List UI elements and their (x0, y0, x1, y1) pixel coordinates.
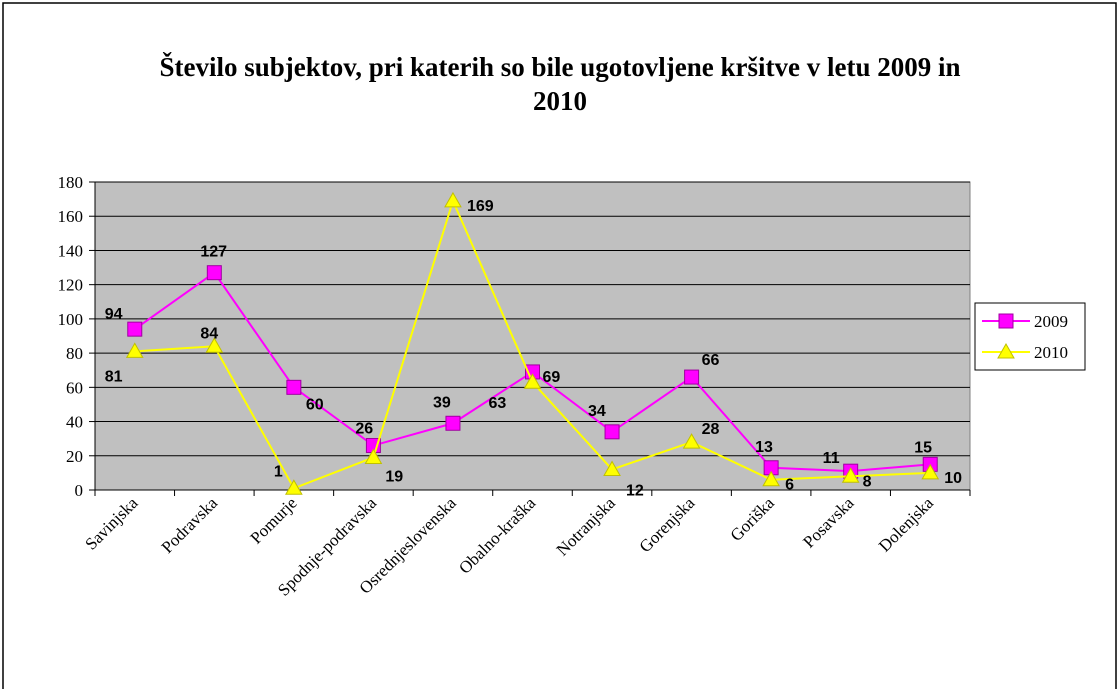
x-tick-label: Obalno-kraška (455, 493, 540, 578)
point (127, 321, 143, 337)
point (841, 467, 860, 483)
point (364, 448, 383, 464)
data-label: 13 (755, 439, 773, 456)
point (604, 424, 620, 440)
legend-label: 2010 (1034, 343, 1068, 362)
y-tick-label: 120 (58, 276, 84, 295)
y-tick-label: 80 (66, 344, 83, 363)
data-label: 94 (105, 306, 123, 323)
y-tick-label: 140 (58, 241, 84, 260)
data-label: 81 (105, 368, 123, 385)
y-tick-label: 160 (58, 207, 84, 226)
point (684, 369, 700, 385)
point (523, 373, 542, 389)
x-tick-label: Podravska (158, 493, 222, 557)
plot-area (94, 181, 971, 491)
data-label: 6 (785, 477, 794, 494)
legend-marker (998, 313, 1014, 329)
data-label: 28 (702, 421, 720, 438)
x-tick-label: Posavska (799, 493, 858, 551)
point (445, 415, 461, 431)
data-label: 63 (489, 395, 507, 412)
y-tick-label: 60 (66, 378, 83, 397)
data-label: 15 (914, 439, 932, 456)
data-label: 34 (588, 403, 606, 420)
point (205, 337, 224, 353)
data-label: 84 (200, 325, 218, 342)
data-label: 1 (274, 463, 283, 480)
y-tick-label: 100 (58, 310, 84, 329)
data-label: 26 (355, 421, 373, 438)
data-label: 127 (200, 244, 227, 261)
data-label: 12 (626, 482, 644, 499)
point (444, 191, 462, 208)
point (125, 342, 144, 358)
data-label: 60 (306, 396, 324, 413)
x-tick-label: Goriška (726, 493, 778, 545)
data-label: 19 (385, 468, 403, 485)
y-tick-label: 0 (75, 481, 84, 500)
legend-label: 2009 (1034, 312, 1068, 331)
x-tick-label: Pomurje (247, 493, 301, 547)
data-label: 11 (823, 450, 840, 467)
point (682, 433, 701, 449)
data-label: 10 (944, 470, 962, 487)
data-label: 169 (467, 198, 494, 215)
point (762, 470, 780, 487)
legend (974, 302, 1086, 371)
point (603, 460, 621, 476)
chart-title: Število subjektov, pri katerih so bile u… (159, 52, 961, 116)
point (286, 379, 302, 395)
x-tick-label: Savinjska (81, 493, 142, 554)
legend-marker (997, 342, 1015, 359)
x-tick-label: Notranjska (553, 493, 620, 560)
data-label: 8 (863, 473, 872, 490)
y-tick-label: 40 (66, 413, 83, 432)
x-tick-label: Dolenjska (875, 493, 937, 555)
y-tick-label: 20 (66, 447, 83, 466)
y-tick-label: 180 (58, 173, 84, 192)
point (921, 463, 940, 480)
data-label: 39 (433, 394, 451, 411)
point (206, 265, 222, 281)
x-tick-label: Gorenjska (636, 493, 699, 556)
data-label: 69 (543, 369, 561, 386)
point (285, 479, 303, 495)
data-label: 66 (702, 352, 720, 369)
